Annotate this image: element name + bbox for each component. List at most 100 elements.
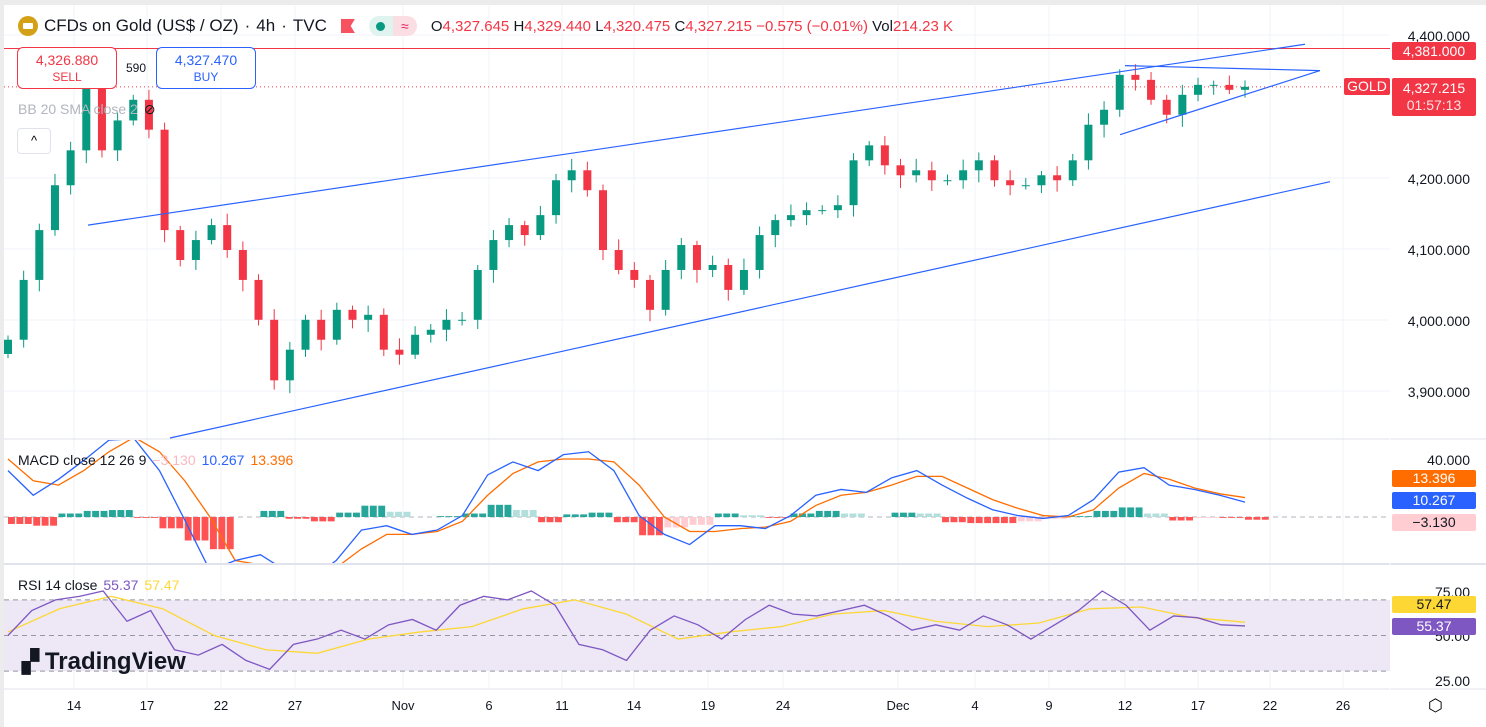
macd-histogram-bar [8, 517, 15, 524]
rsi-value-label: 55.37 [1392, 618, 1476, 635]
candle [1115, 74, 1124, 110]
macd-histogram-bar [933, 513, 941, 517]
candle [50, 185, 59, 231]
candle [4, 339, 12, 354]
candle [1162, 99, 1171, 115]
macd-histogram-bar [1135, 507, 1143, 517]
candle [990, 160, 999, 181]
bb-legend[interactable]: BB 20 SMA close 2 ⊘ [18, 101, 156, 117]
candle [802, 210, 811, 216]
macd-histogram-bar [33, 517, 41, 526]
candle [1006, 180, 1015, 186]
candle [395, 349, 404, 355]
macd-histogram-bar [765, 517, 773, 518]
candle [927, 170, 936, 181]
macd-histogram-bar [950, 517, 958, 523]
interval[interactable]: 4h [256, 16, 276, 35]
macd-histogram-bar [538, 517, 546, 523]
market-open-icon [376, 21, 386, 31]
macd-histogram-bar [327, 517, 335, 522]
candle [912, 170, 921, 176]
candle [1225, 84, 1234, 90]
macd-histogram-bar [554, 517, 562, 523]
macd-histogram-bar [268, 510, 276, 517]
macd-histogram-bar [151, 517, 158, 518]
macd-histogram-bar [117, 510, 125, 517]
macd-histogram-bar [857, 513, 865, 517]
macd-histogram-bar [1236, 517, 1244, 518]
macd-histogram-bar [841, 513, 848, 517]
macd-histogram-bar [891, 512, 899, 517]
candle [1209, 84, 1218, 86]
macd-histogram-bar [1211, 517, 1219, 518]
time-tick: 12 [1117, 698, 1133, 713]
buy-button[interactable]: 4,327.470 BUY [156, 47, 256, 89]
macd-histogram-bar [992, 517, 1000, 524]
macd-histogram-bar [639, 517, 647, 536]
macd-histogram-bar [1093, 510, 1101, 517]
macd-histogram-bar [1152, 513, 1160, 517]
macd-histogram-bar [731, 513, 739, 517]
macd-value-label: 10.267 [1392, 492, 1476, 509]
spread: 590 [126, 61, 147, 75]
flag-icon[interactable] [340, 19, 355, 33]
macd-histogram-bar [807, 513, 815, 517]
trendline [1124, 65, 1321, 72]
macd-histogram-bar [563, 514, 571, 517]
candle [489, 240, 498, 270]
macd-histogram-bar [899, 512, 907, 517]
time-tick: 11 [555, 698, 569, 713]
candle [630, 269, 639, 280]
macd-histogram-bar [1219, 517, 1227, 518]
collapse-button[interactable]: ^ [17, 128, 51, 154]
symbol-name[interactable]: CFDs on Gold (US$ / OZ) [44, 16, 239, 35]
macd-histogram-bar [1177, 517, 1185, 521]
macd-histogram-bar [613, 517, 621, 523]
macd-histogram-bar [496, 504, 503, 517]
price-tick: 4,200.000 [1407, 171, 1470, 187]
candle [708, 264, 717, 270]
macd-histogram-bar [218, 517, 226, 550]
settings-icon[interactable]: ⬡ [1428, 696, 1443, 715]
tradingview-logo[interactable]: ▞ TradingView [22, 648, 186, 675]
sell-button[interactable]: 4,326.880 SELL [17, 47, 117, 89]
macd-histogram-bar [521, 510, 529, 517]
macd-histogram-bar [319, 517, 327, 522]
macd-histogram-bar [1186, 517, 1194, 521]
candle [645, 279, 654, 310]
macd-histogram-bar [437, 516, 445, 517]
macd-histogram-bar [546, 517, 554, 523]
time-tick: 4 [971, 698, 979, 713]
candle [724, 264, 733, 290]
macd-histogram-bar [815, 510, 823, 517]
macd-histogram-bar [1000, 517, 1008, 524]
macd-histogram-bar [336, 512, 344, 517]
macd-histogram-bar [361, 505, 369, 517]
candle [520, 225, 529, 236]
macd-histogram-bar [1261, 517, 1269, 520]
macd-histogram-bar [706, 517, 714, 525]
macd-histogram-bar [580, 514, 588, 517]
candle [97, 79, 106, 151]
candle [270, 319, 279, 381]
rsi-ma-label: 57.47 [1392, 596, 1476, 613]
macd-legend[interactable]: MACD close 12 26 9 −3.130 10.267 13.396 [18, 452, 294, 468]
macd-histogram-bar [849, 513, 857, 517]
macd-histogram-bar [378, 505, 386, 517]
macd-histogram-bar [24, 517, 32, 524]
ohlc-values: O4,327.645 H4,329.440 L4,320.475 C4,327.… [430, 17, 954, 35]
candle [238, 250, 247, 280]
macd-histogram-bar [369, 505, 377, 517]
macd-histogram-bar [353, 512, 360, 517]
candle [35, 230, 44, 280]
time-tick: 14 [66, 698, 82, 713]
macd-histogram-bar [908, 512, 916, 517]
macd-histogram-bar [1059, 517, 1067, 519]
candle [301, 319, 310, 350]
candle [818, 210, 827, 212]
market-status[interactable]: ≈ [368, 16, 417, 36]
macd-signal-line [7, 440, 1246, 563]
rsi-legend[interactable]: RSI 14 close 55.37 57.47 [18, 577, 180, 593]
